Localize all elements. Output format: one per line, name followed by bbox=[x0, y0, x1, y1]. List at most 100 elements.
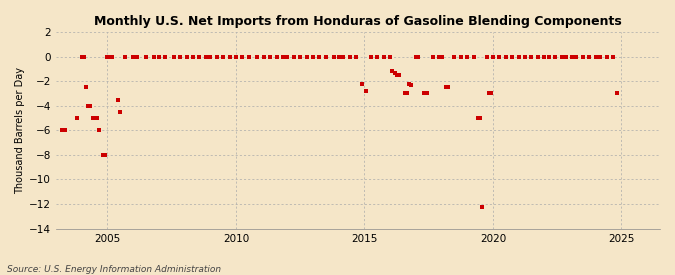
Point bbox=[361, 89, 372, 93]
Point bbox=[333, 54, 344, 59]
Point bbox=[83, 103, 94, 108]
Point bbox=[217, 54, 228, 59]
Point bbox=[477, 204, 487, 209]
Point bbox=[252, 54, 263, 59]
Point bbox=[357, 81, 368, 86]
Point bbox=[601, 54, 612, 59]
Title: Monthly U.S. Net Imports from Honduras of Gasoline Blending Components: Monthly U.S. Net Imports from Honduras o… bbox=[94, 15, 622, 28]
Point bbox=[419, 91, 430, 96]
Point bbox=[113, 97, 124, 102]
Point bbox=[87, 116, 98, 120]
Point bbox=[104, 54, 115, 59]
Point bbox=[85, 103, 96, 108]
Point bbox=[72, 116, 83, 120]
Y-axis label: Thousand Barrels per Day: Thousand Barrels per Day bbox=[15, 67, 25, 194]
Point bbox=[200, 54, 211, 59]
Point bbox=[78, 54, 89, 59]
Point bbox=[434, 54, 445, 59]
Point bbox=[608, 54, 618, 59]
Point bbox=[237, 54, 248, 59]
Point bbox=[584, 54, 595, 59]
Point bbox=[115, 110, 126, 114]
Point bbox=[329, 54, 340, 59]
Point bbox=[385, 54, 396, 59]
Point bbox=[494, 54, 505, 59]
Point bbox=[520, 54, 531, 59]
Point bbox=[338, 54, 348, 59]
Point bbox=[119, 54, 130, 59]
Text: Source: U.S. Energy Information Administration: Source: U.S. Energy Information Administ… bbox=[7, 265, 221, 274]
Point bbox=[507, 54, 518, 59]
Point bbox=[468, 54, 479, 59]
Point bbox=[402, 91, 412, 96]
Point bbox=[259, 54, 269, 59]
Point bbox=[314, 54, 325, 59]
Point bbox=[288, 54, 299, 59]
Point bbox=[365, 54, 376, 59]
Point bbox=[595, 54, 605, 59]
Point bbox=[456, 54, 466, 59]
Point bbox=[194, 54, 205, 59]
Point bbox=[410, 54, 421, 59]
Point bbox=[406, 82, 417, 87]
Point bbox=[308, 54, 319, 59]
Point bbox=[412, 54, 423, 59]
Point bbox=[140, 54, 151, 59]
Point bbox=[500, 54, 511, 59]
Point bbox=[449, 54, 460, 59]
Point bbox=[556, 54, 567, 59]
Point bbox=[481, 54, 492, 59]
Point bbox=[392, 73, 402, 77]
Point bbox=[132, 54, 143, 59]
Point bbox=[475, 116, 485, 120]
Point bbox=[205, 54, 215, 59]
Point bbox=[533, 54, 543, 59]
Point bbox=[94, 128, 105, 133]
Point bbox=[441, 85, 452, 89]
Point bbox=[107, 54, 117, 59]
Point bbox=[350, 54, 361, 59]
Point bbox=[277, 54, 288, 59]
Point bbox=[81, 85, 92, 89]
Point bbox=[591, 54, 601, 59]
Point bbox=[549, 54, 560, 59]
Point bbox=[421, 91, 432, 96]
Point bbox=[76, 54, 87, 59]
Point bbox=[168, 54, 179, 59]
Point bbox=[100, 153, 111, 157]
Point bbox=[513, 54, 524, 59]
Point bbox=[175, 54, 186, 59]
Point bbox=[321, 54, 331, 59]
Point bbox=[224, 54, 235, 59]
Point bbox=[211, 54, 222, 59]
Point bbox=[231, 54, 242, 59]
Point bbox=[153, 54, 164, 59]
Point bbox=[295, 54, 306, 59]
Point bbox=[428, 54, 439, 59]
Point bbox=[128, 54, 138, 59]
Point bbox=[378, 54, 389, 59]
Point bbox=[394, 73, 404, 77]
Point bbox=[483, 91, 494, 96]
Point bbox=[301, 54, 312, 59]
Point bbox=[578, 54, 589, 59]
Point bbox=[265, 54, 275, 59]
Point bbox=[443, 85, 454, 89]
Point bbox=[485, 91, 496, 96]
Point bbox=[404, 81, 415, 86]
Point bbox=[436, 54, 447, 59]
Point bbox=[472, 116, 483, 120]
Point bbox=[244, 54, 254, 59]
Point bbox=[344, 54, 355, 59]
Point bbox=[400, 91, 410, 96]
Point bbox=[387, 69, 398, 73]
Point bbox=[282, 54, 293, 59]
Point bbox=[560, 54, 571, 59]
Point bbox=[160, 54, 171, 59]
Point bbox=[526, 54, 537, 59]
Point bbox=[102, 54, 113, 59]
Point bbox=[89, 116, 100, 120]
Point bbox=[543, 54, 554, 59]
Point bbox=[271, 54, 282, 59]
Point bbox=[612, 91, 622, 96]
